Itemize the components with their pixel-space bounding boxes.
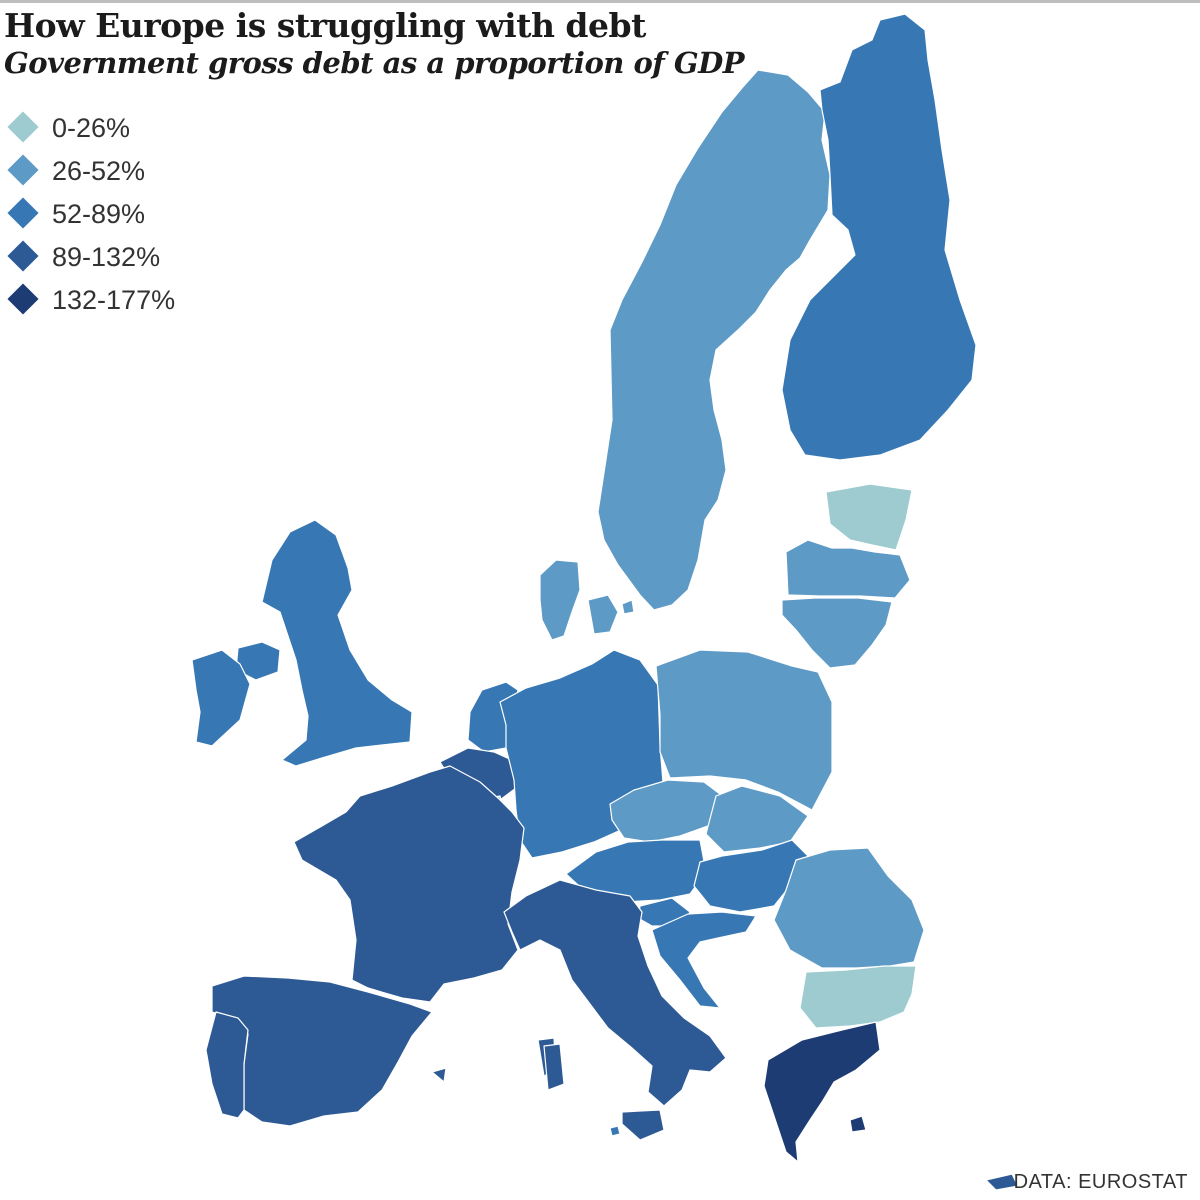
legend-label: 0-26% xyxy=(52,113,131,143)
legend-label: 89-132% xyxy=(52,242,161,272)
top-rule xyxy=(0,0,1200,3)
country-spain xyxy=(211,975,447,1127)
country-portugal xyxy=(205,1011,249,1119)
legend-label: 26-52% xyxy=(52,156,146,186)
country-croatia xyxy=(651,911,757,1009)
country-bulgaria xyxy=(799,965,917,1029)
country-cyprus xyxy=(985,1173,1019,1191)
country-romania xyxy=(773,847,925,969)
country-sweden xyxy=(597,69,831,611)
legend-label: 52-89% xyxy=(52,199,146,229)
country-lithuania xyxy=(781,597,893,669)
country-italy xyxy=(503,879,727,1141)
country-ireland xyxy=(191,649,251,747)
country-denmark xyxy=(539,559,635,641)
country-malta xyxy=(609,1125,621,1137)
country-estonia xyxy=(825,483,913,551)
country-united-kingdom xyxy=(235,519,413,767)
data-source: DATA: EUROSTAT xyxy=(1013,1171,1188,1193)
country-latvia xyxy=(785,539,911,599)
chart-subtitle: Government gross debt as a proportion of… xyxy=(4,46,745,80)
chart-title: How Europe is struggling with debt xyxy=(4,6,646,45)
country-poland xyxy=(655,649,833,811)
country-finland xyxy=(781,13,977,461)
legend-label: 132-177% xyxy=(52,285,176,315)
country-greece xyxy=(763,1021,881,1163)
